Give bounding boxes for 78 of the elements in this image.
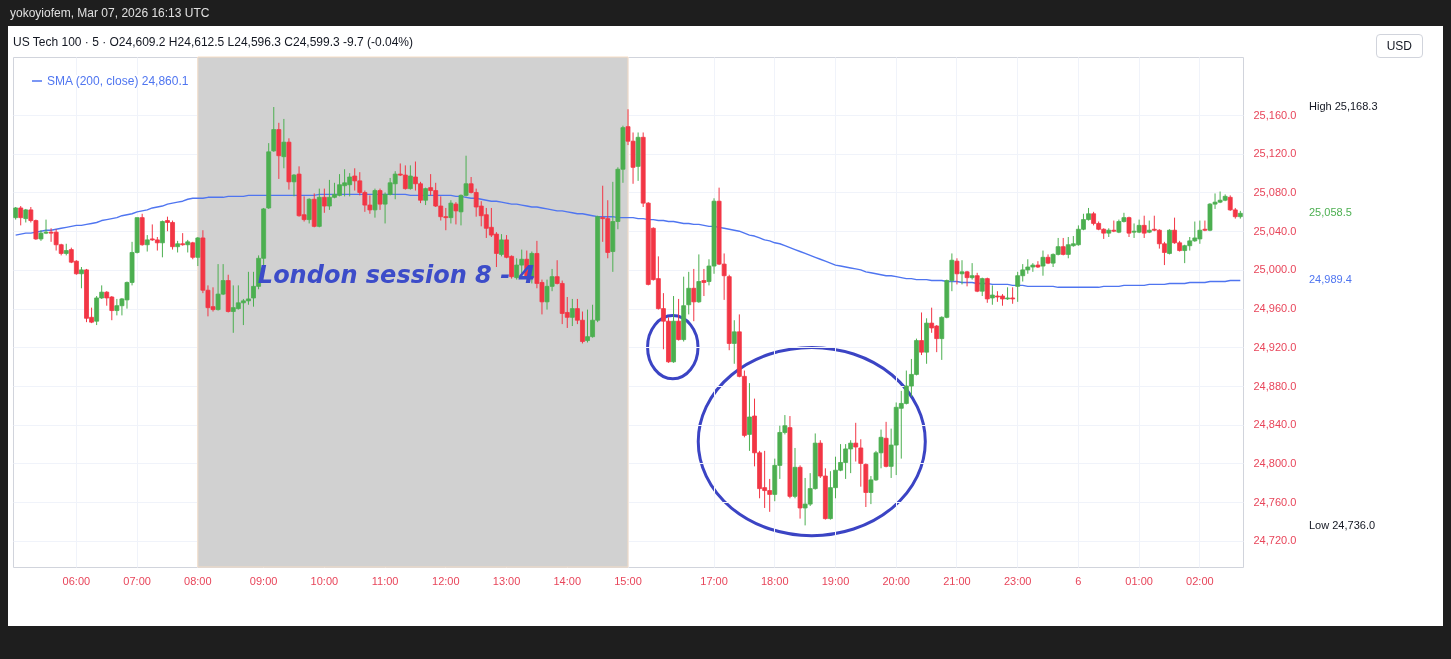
y-tick-label: 25,000.0: [1253, 263, 1297, 276]
candlestick: [407, 164, 413, 191]
candlestick: [160, 220, 165, 258]
candlestick: [514, 257, 520, 281]
x-tick-label: 20:00: [882, 574, 910, 587]
x-tick-label: 18:00: [760, 574, 789, 587]
y-tick-label: 24,720.0: [1253, 534, 1297, 547]
x-tick-label: 09:00: [249, 574, 278, 587]
legend-label: SMA (200, close) 24,860.1: [47, 74, 189, 88]
x-tick-label: 21:00: [943, 574, 971, 587]
candlestick: [701, 268, 707, 297]
candlestick: [989, 284, 995, 306]
text: USD: [1375, 34, 1423, 58]
candlestick: [1167, 228, 1172, 255]
x-tick-label: 08:00: [184, 574, 212, 587]
x-tick-label: 12:00: [432, 574, 460, 587]
candlestick: [79, 266, 84, 289]
candlestick: [954, 257, 960, 285]
x-tick-label: 6: [1075, 574, 1082, 587]
y-tick-label: 24,840.0: [1253, 418, 1297, 431]
candlestick: [306, 197, 312, 224]
chart-title: US Tech 100 · 5 · O24,609.2 H24,612.5 L24,596.3 C24,599.3 -9.7 (-0.04%): [13, 34, 414, 49]
candlestick: [18, 205, 24, 226]
candlestick: [919, 311, 924, 356]
candlestick: [1015, 271, 1021, 303]
candlestick: [686, 271, 692, 315]
x-tick-label: 17:00: [700, 574, 728, 587]
text: yokoyiofem, Mar 07, 2026 16:13 UTC: [9, 5, 211, 22]
candlestick: [402, 164, 408, 191]
candlestick: [1040, 250, 1046, 277]
candlestick: [372, 188, 378, 219]
candlestick: [195, 236, 201, 267]
candlestick: [453, 201, 459, 225]
x-tick-label: 23:00: [1003, 574, 1032, 587]
candlestick: [747, 382, 752, 452]
x-tick-label: 13:00: [492, 574, 521, 587]
candlestick: [291, 173, 297, 197]
x-tick-label: 06:00: [62, 574, 91, 587]
y-tick-label: 25,160.0: [1253, 108, 1297, 121]
candlestick: [94, 295, 100, 326]
candlestick: [691, 268, 697, 322]
text: High 25,168.3: [1309, 99, 1378, 112]
text: 25,058.5: [1309, 206, 1352, 219]
x-tick-label: 07:00: [123, 574, 151, 587]
x-tick-label: 14:00: [553, 574, 582, 587]
candlestick: [959, 259, 965, 285]
candlestick: [984, 277, 990, 304]
candlestick: [969, 262, 975, 281]
candlestick: [696, 253, 702, 304]
y-tick-label: 25,080.0: [1253, 185, 1297, 198]
candlestick: [352, 167, 358, 192]
y-tick-label: 24,760.0: [1253, 495, 1297, 508]
y-tick-label: 25,040.0: [1253, 224, 1297, 237]
x-tick-label: 19:00: [821, 574, 850, 587]
y-tick-label: 24,880.0: [1253, 379, 1297, 392]
x-tick-label: 02:00: [1186, 574, 1214, 587]
candlestick: [377, 188, 383, 211]
x-tick-label: 15:00: [614, 574, 642, 587]
candlestick: [281, 118, 287, 169]
candlestick: [569, 298, 575, 327]
y-tick-label: 24,960.0: [1253, 302, 1297, 315]
y-tick-label: 24,920.0: [1253, 340, 1297, 353]
y-tick-label: 25,120.0: [1253, 147, 1297, 160]
text: Low 24,736.0: [1309, 518, 1376, 531]
candlestick: [676, 298, 682, 342]
x-tick-label: 01:00: [1125, 574, 1153, 587]
x-tick-label: 11:00: [371, 574, 399, 587]
text: 24,989.4: [1309, 272, 1352, 285]
candlestick: [1202, 220, 1208, 232]
candlestick: [448, 199, 454, 224]
candlestick: [1141, 215, 1147, 239]
candlestick: [321, 188, 327, 214]
candlestick: [964, 270, 970, 287]
candlestick: [499, 233, 504, 257]
candlestick: [731, 319, 737, 365]
x-tick-label: 10:00: [310, 574, 339, 587]
candlestick: [853, 422, 859, 463]
y-tick-label: 24,800.0: [1253, 456, 1297, 469]
